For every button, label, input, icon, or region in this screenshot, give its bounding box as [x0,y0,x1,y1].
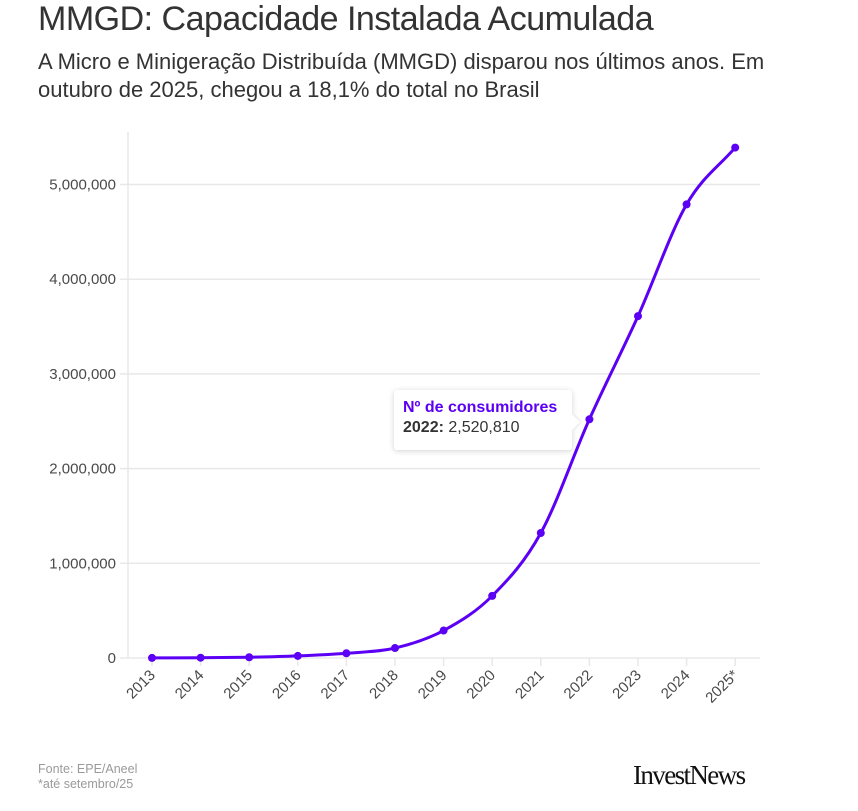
x-axis: 2013 2014 2015 2016 2017 2018 2019 2020 2021 2022… [123,658,742,707]
data-tooltip: Nº de consumidores 2022: 2,520,810 [394,390,572,450]
data-point-2017 [342,649,351,658]
data-point-2022 [585,415,594,424]
tooltip-body: 2022: 2,520,810 [403,418,563,438]
y-tick-label: 1,000,000 [49,555,116,572]
chart-subtitle: A Micro e Minigeração Distribuída (MMGD)… [38,49,765,102]
y-tick-label: 5,000,000 [49,177,116,194]
x-tick-label: 2021 [512,667,548,703]
y-axis: 0 1,000,000 2,000,000 3,000,000 4,000,000 5,0… [49,132,129,667]
data-point-2023 [634,312,642,321]
x-tick-label: 2014 [172,667,208,703]
investnews-logo: InvestNews [633,760,746,790]
footer-notes: Fonte: EPE/Aneel *até setembro/25 [38,762,137,792]
x-tick-label: 2015 [220,667,256,703]
x-tick-label: 2018 [366,667,402,703]
series-line [151,146,737,660]
data-point-2020 [488,591,497,600]
data-point-2018 [391,644,399,653]
tooltip-year: 2022: [403,419,444,436]
x-tick-label: 2013 [123,667,159,703]
x-tick-label: 2017 [318,667,354,703]
x-tick-label: 2025* [702,667,742,707]
data-point-2019 [439,626,448,635]
x-tick-label: 2022 [561,667,597,703]
x-tick-label: 2024 [658,667,694,703]
x-tick-label: 2019 [415,667,451,703]
y-tick-label: 0 [108,650,116,667]
data-point-2024 [682,200,691,209]
data-point-2025 [731,143,740,152]
source-note: Fonte: EPE/Aneel [38,762,138,776]
data-point-2014 [196,653,205,662]
tooltip-value: 2,520,810 [448,419,520,436]
tooltip-title: Nº de consumidores [403,399,558,416]
y-tick-label: 3,000,000 [49,366,116,383]
y-tick-label: 4,000,000 [49,271,116,288]
chart-title: MMGD: Capacidade Instalada Acumulada [38,0,654,38]
x-tick-label: 2023 [609,667,645,703]
y-tick-label: 2,000,000 [49,461,116,478]
series-consumidores [148,143,740,662]
x-tick-label: 2020 [463,667,499,703]
data-point-2021 [536,528,545,537]
x-tick-label: 2016 [269,667,305,703]
data-point-2016 [293,651,302,660]
footnote: *até setembro/25 [38,777,134,791]
data-point-2015 [245,653,254,662]
data-point-2013 [148,653,156,662]
